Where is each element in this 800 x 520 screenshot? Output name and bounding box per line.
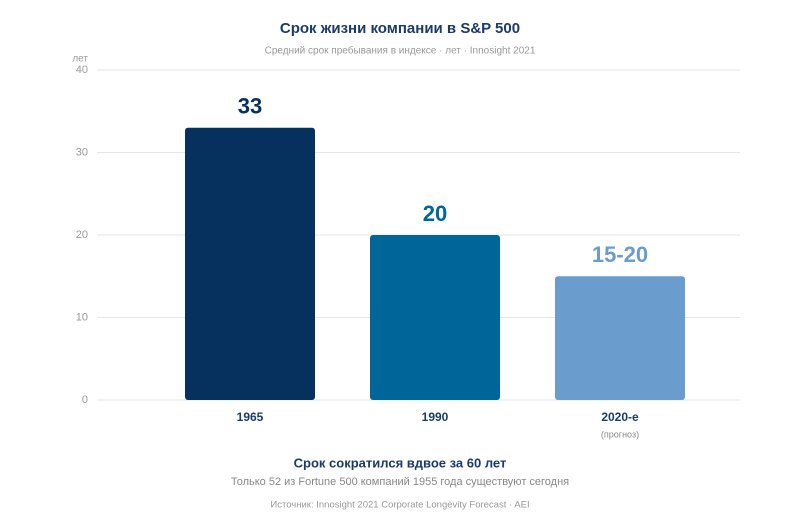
y-axis-label: лет [72, 54, 88, 65]
bar [555, 276, 685, 400]
note: Только 52 из Fortune 500 компаний 1955 г… [231, 476, 569, 488]
headline: Срок сократился вдвое за 60 лет [294, 455, 507, 470]
x-tick-note: (прогноз) [601, 429, 639, 439]
chart-title: Срок жизни компании в S&P 500 [280, 20, 520, 37]
x-tick-label: 1965 [237, 410, 264, 424]
y-tick-label: 30 [76, 146, 88, 158]
source: Источник: Innosight 2021 Corporate Longe… [270, 500, 529, 511]
bar [185, 127, 315, 400]
y-tick-label: 40 [76, 64, 88, 76]
x-tick-label: 1990 [422, 410, 449, 424]
y-tick-label: 0 [82, 394, 88, 406]
y-tick-label: 20 [76, 229, 88, 241]
x-tick-label: 2020-е [601, 410, 639, 424]
bar [370, 235, 500, 400]
y-tick-label: 10 [76, 311, 88, 323]
value-label: 33 [238, 94, 262, 119]
chart-subtitle: Средний срок пребывания в индексе · лет … [265, 45, 536, 57]
value-label: 15-20 [592, 242, 648, 267]
value-label: 20 [423, 201, 447, 226]
